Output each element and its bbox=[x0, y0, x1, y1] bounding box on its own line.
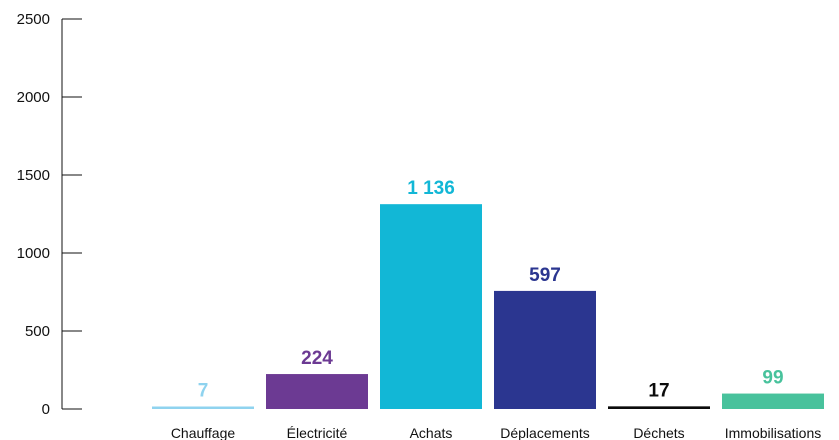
y-tick-label: 2000 bbox=[17, 89, 50, 106]
x-tick-label: Électricité bbox=[287, 425, 348, 440]
bar-achats bbox=[380, 204, 482, 409]
data-label: 99 bbox=[762, 368, 783, 389]
data-labels: 7 224 1 136 597 17 99 bbox=[198, 178, 784, 401]
y-tick-label: 1000 bbox=[17, 245, 50, 262]
bar-immobilisations bbox=[722, 393, 824, 409]
y-tick-label: 500 bbox=[25, 323, 50, 340]
x-tick-label: Chauffage bbox=[171, 425, 236, 440]
x-tick-label: Achats bbox=[410, 425, 453, 440]
data-label: 597 bbox=[529, 265, 561, 286]
bar-chauffage bbox=[152, 406, 254, 409]
data-label: 224 bbox=[301, 348, 333, 369]
data-label: 1 136 bbox=[407, 178, 455, 199]
y-tick-label: 2500 bbox=[17, 11, 50, 28]
y-tick-label: 0 bbox=[42, 401, 50, 418]
x-tick-label: Déplacements bbox=[500, 425, 590, 440]
bar-deplacements bbox=[494, 290, 596, 409]
x-tick-label: Déchets bbox=[633, 425, 684, 440]
data-label: 17 bbox=[648, 380, 669, 401]
bars bbox=[152, 204, 824, 409]
x-tick-label: Immobilisations bbox=[725, 425, 821, 440]
data-label: 7 bbox=[198, 381, 209, 402]
bar-electricite bbox=[266, 374, 368, 409]
y-tick-label: 1500 bbox=[17, 167, 50, 184]
x-axis-labels: Chauffage Électricité Achats Déplacements Dé… bbox=[171, 425, 821, 440]
y-axis: 0 500 1000 1500 2000 2500 bbox=[17, 11, 82, 418]
bar-dechets bbox=[608, 406, 710, 409]
